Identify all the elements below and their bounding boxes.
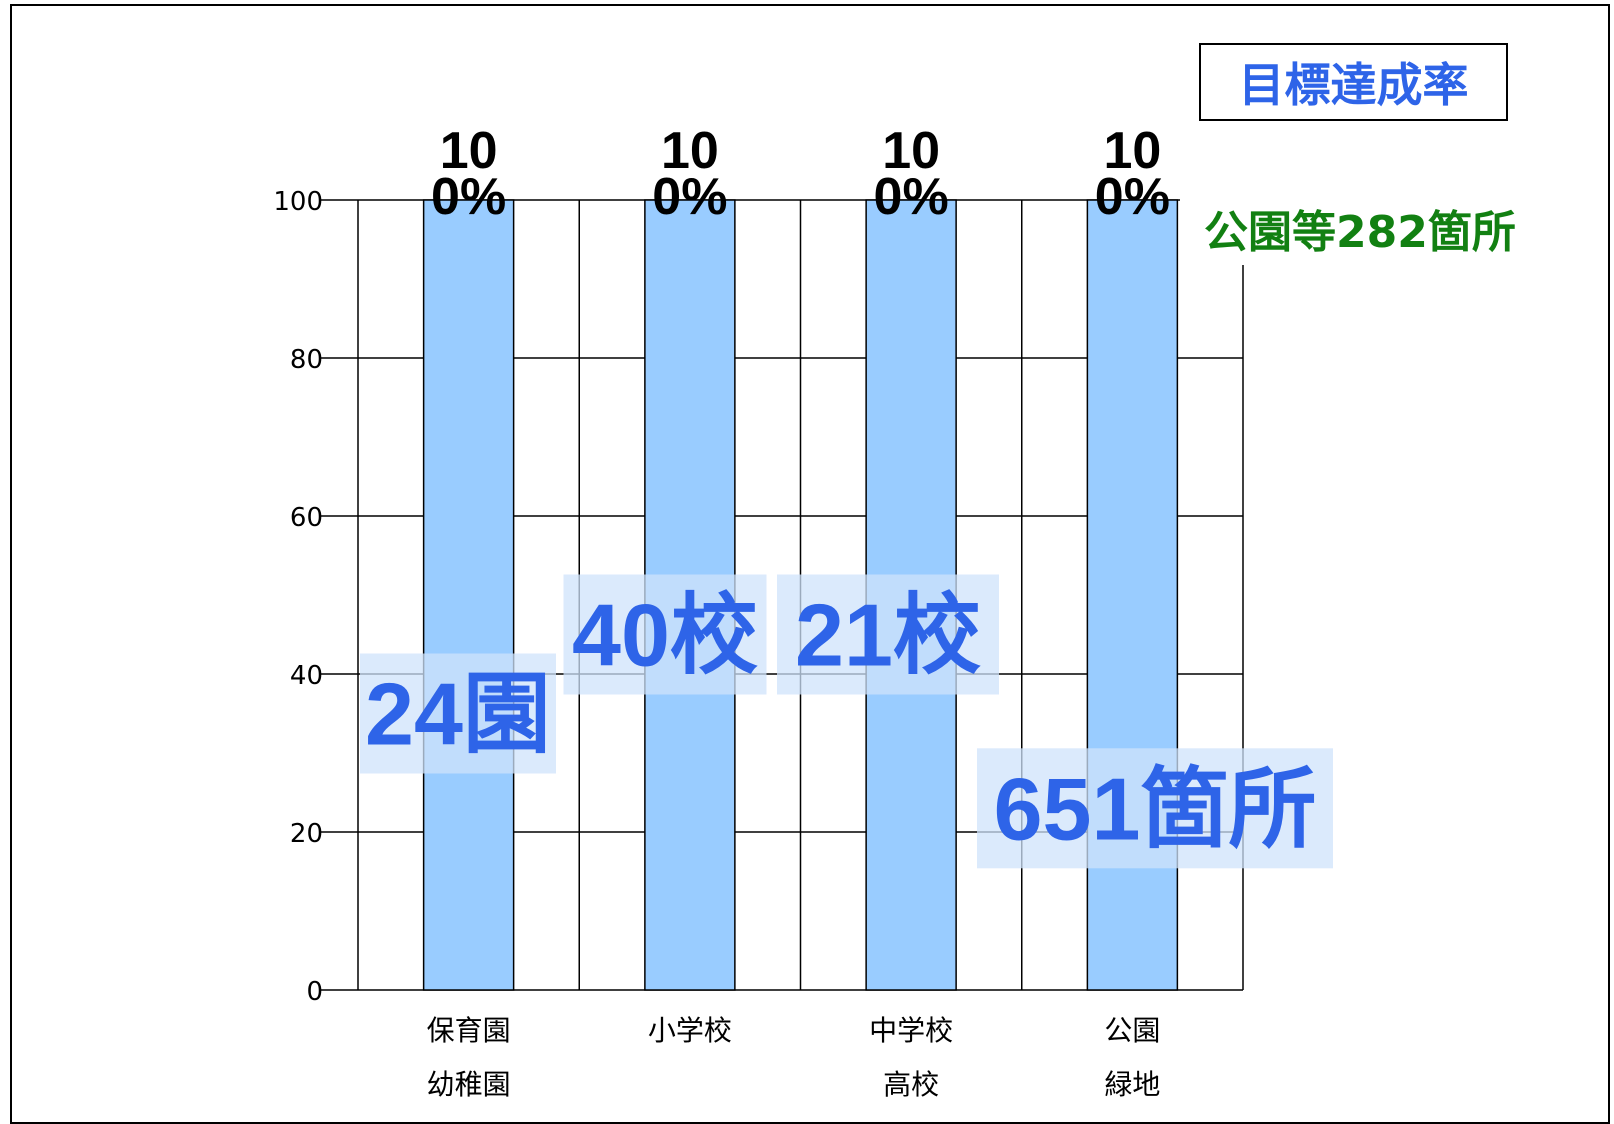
y-tick-label: 0 <box>306 977 323 1007</box>
value-label-line1: 10 <box>882 122 940 180</box>
y-tick-label: 40 <box>290 661 323 691</box>
bar <box>422 199 515 991</box>
value-label-line2: 0% <box>431 168 506 226</box>
category-label-line2: 幼稚園 <box>427 1068 511 1101</box>
category-label-line1: 公園 <box>1104 1014 1160 1047</box>
value-label-line2: 0% <box>874 168 949 226</box>
y-tick-label: 80 <box>290 345 323 375</box>
y-tick-label: 100 <box>273 187 323 217</box>
category-label-line1: 保育園 <box>427 1014 511 1047</box>
y-tick-label: 60 <box>290 503 323 533</box>
count-label-bg <box>777 574 999 695</box>
value-label-line1: 10 <box>661 122 719 180</box>
y-tick-label: 20 <box>290 819 323 849</box>
category-label-line1: 小学校 <box>648 1014 732 1047</box>
value-label-line1: 10 <box>440 122 498 180</box>
count-label-bg <box>360 653 556 774</box>
count-label: 40校 <box>572 586 758 685</box>
value-label-line2: 0% <box>1095 168 1170 226</box>
count-label: 21校 <box>795 586 981 685</box>
bar <box>1086 199 1179 991</box>
count-label: 24園 <box>365 665 551 764</box>
legend-box: 目標達成率 <box>1199 43 1508 121</box>
count-label-bg <box>563 574 767 695</box>
value-label-line1: 10 <box>1103 122 1161 180</box>
park-count-note: 公園等282箇所 <box>1204 207 1516 258</box>
count-label-bg <box>977 748 1333 869</box>
category-label-line1: 中学校 <box>869 1014 953 1047</box>
count-label: 651箇所 <box>994 759 1317 858</box>
legend-label: 目標達成率 <box>1238 58 1469 112</box>
category-label-line2: 緑地 <box>1104 1068 1160 1101</box>
value-label-line2: 0% <box>652 168 727 226</box>
category-label-line2: 高校 <box>883 1068 939 1101</box>
